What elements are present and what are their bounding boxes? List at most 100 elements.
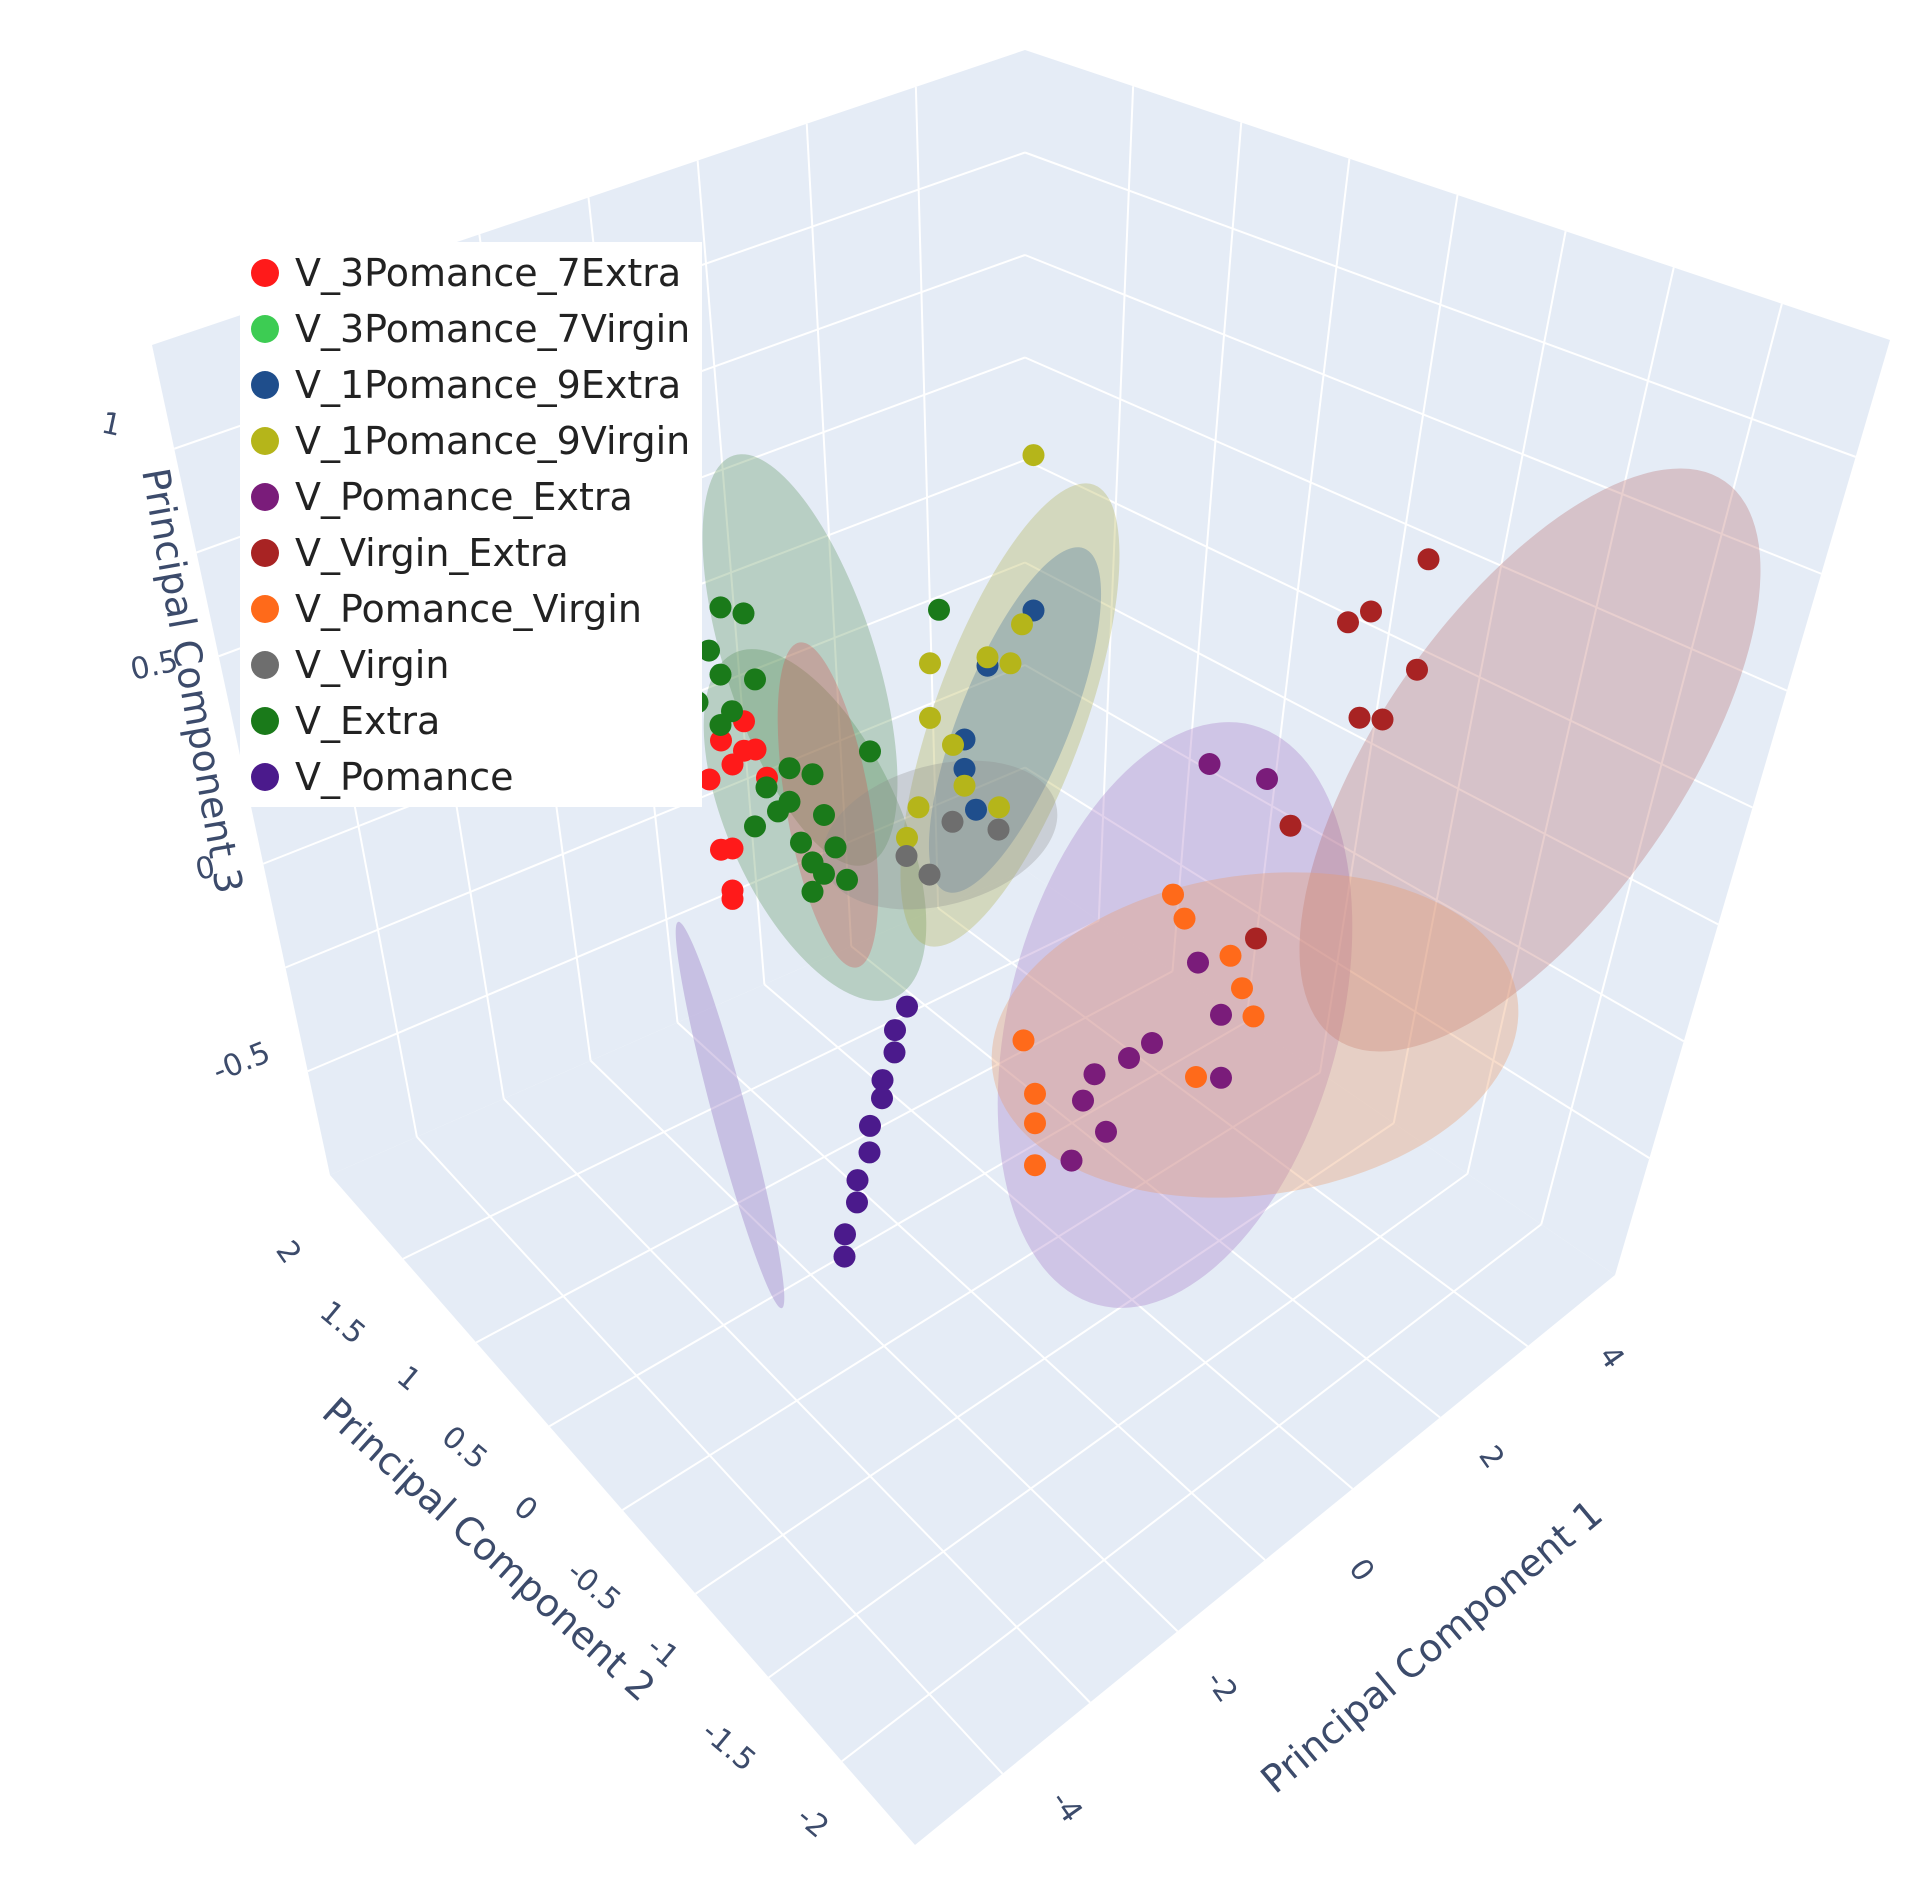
x-tick: 2	[1471, 1440, 1511, 1476]
grid-line	[768, 1172, 1469, 1679]
back-right-pane	[1025, 50, 1890, 1275]
data-point	[1011, 613, 1033, 636]
grid-line	[850, 945, 1441, 1419]
data-point	[824, 836, 847, 859]
grid-line	[621, 1071, 1321, 1511]
data-point	[732, 602, 755, 625]
ellipse-v-pomance-virgin	[991, 872, 1519, 1198]
grid-line	[1024, 561, 1719, 926]
legend-marker	[251, 371, 279, 399]
data-point	[1417, 548, 1440, 571]
data-point	[846, 1191, 868, 1214]
legend-marker	[251, 595, 279, 623]
grid-line	[937, 907, 1529, 1348]
data-point	[698, 639, 720, 662]
data-point	[836, 868, 858, 891]
data-point	[1337, 611, 1359, 634]
grid-line	[1024, 766, 1650, 1159]
data-point	[859, 1114, 881, 1137]
data-point	[744, 738, 767, 761]
y-tick: 1	[390, 1359, 427, 1398]
legend-marker	[251, 763, 279, 791]
data-point	[941, 810, 964, 833]
legend-marker	[251, 483, 279, 511]
x-axis-title: Principal Component 1	[1253, 1491, 1611, 1802]
data-point	[698, 768, 721, 791]
legend-label[interactable]: V_Pomance_Virgin	[295, 587, 642, 631]
data-point	[846, 1169, 869, 1192]
data-point	[767, 800, 789, 823]
data-point	[744, 815, 766, 838]
data-point	[871, 1069, 894, 1092]
data-point	[709, 714, 732, 736]
legend-label[interactable]: V_Pomance	[295, 755, 513, 799]
ellipse-v-extra	[703, 649, 927, 1001]
data-point	[859, 740, 881, 763]
grid-line	[763, 983, 1354, 1490]
data-point	[1173, 907, 1196, 930]
legend-background	[240, 242, 702, 807]
legend-marker	[251, 315, 279, 343]
legend-marker	[251, 707, 279, 735]
data-point	[884, 1019, 906, 1042]
legend-label[interactable]: V_3Pomance_7Virgin	[295, 307, 690, 351]
data-point	[1012, 1029, 1035, 1052]
data-point	[1022, 444, 1045, 467]
data-point	[1245, 927, 1267, 950]
data-point	[976, 646, 999, 669]
data-point	[709, 663, 732, 686]
ellipse-v-virgin-extra	[1299, 468, 1761, 1052]
data-point	[919, 706, 941, 729]
data-point	[709, 596, 732, 619]
data-point	[883, 1041, 906, 1064]
data-point	[1219, 944, 1242, 967]
data-point	[833, 1245, 856, 1268]
data-point	[1210, 1066, 1232, 1089]
data-point	[1256, 768, 1278, 790]
data-points	[686, 444, 1440, 1268]
legend-marker	[251, 651, 279, 679]
data-point	[965, 798, 987, 821]
data-point	[999, 652, 1022, 675]
legend-label[interactable]: V_1Pomance_9Virgin	[295, 419, 690, 463]
data-point	[896, 995, 918, 1018]
legend-label[interactable]: V_Pomance_Extra	[295, 475, 633, 519]
data-point	[987, 818, 1010, 841]
y-tick: -2	[790, 1799, 835, 1845]
data-point	[1210, 1003, 1232, 1026]
legend-label[interactable]: V_Virgin_Extra	[295, 531, 569, 575]
x-tick: -4	[1043, 1785, 1089, 1830]
x-tick: -2	[1198, 1665, 1244, 1710]
data-point	[1083, 1063, 1106, 1086]
legend-label[interactable]: V_Extra	[295, 699, 440, 743]
data-point	[953, 757, 976, 780]
grid-line	[1540, 303, 1783, 1225]
data-point	[1185, 1066, 1207, 1088]
legend-label[interactable]: V_3Pomance_7Extra	[295, 251, 681, 295]
data-point	[1024, 1082, 1046, 1105]
data-point	[778, 757, 801, 780]
data-point	[801, 763, 824, 786]
data-point	[1279, 814, 1302, 837]
z-tick: 1	[98, 406, 124, 444]
data-point	[1072, 1089, 1094, 1112]
z-tick: -0.5	[208, 1035, 275, 1089]
x-tick: 0	[1341, 1553, 1381, 1589]
data-point	[919, 652, 941, 675]
data-point	[834, 1223, 856, 1246]
cluster-ellipses	[675, 454, 1761, 1309]
grid-line	[695, 1122, 1395, 1595]
data-point	[895, 845, 918, 867]
y-tick: -1.5	[695, 1714, 762, 1778]
legend-label[interactable]: V_1Pomance_9Extra	[295, 363, 681, 407]
data-point	[1406, 658, 1428, 681]
y-tick: 0.5	[435, 1419, 494, 1476]
data-point	[871, 1087, 893, 1110]
data-point	[1371, 708, 1394, 731]
data-point	[896, 826, 918, 849]
grid-line	[1024, 664, 1685, 1043]
data-point	[928, 598, 950, 621]
data-point	[801, 880, 824, 903]
data-point	[1242, 1005, 1265, 1028]
legend-label[interactable]: V_Virgin	[295, 643, 449, 687]
